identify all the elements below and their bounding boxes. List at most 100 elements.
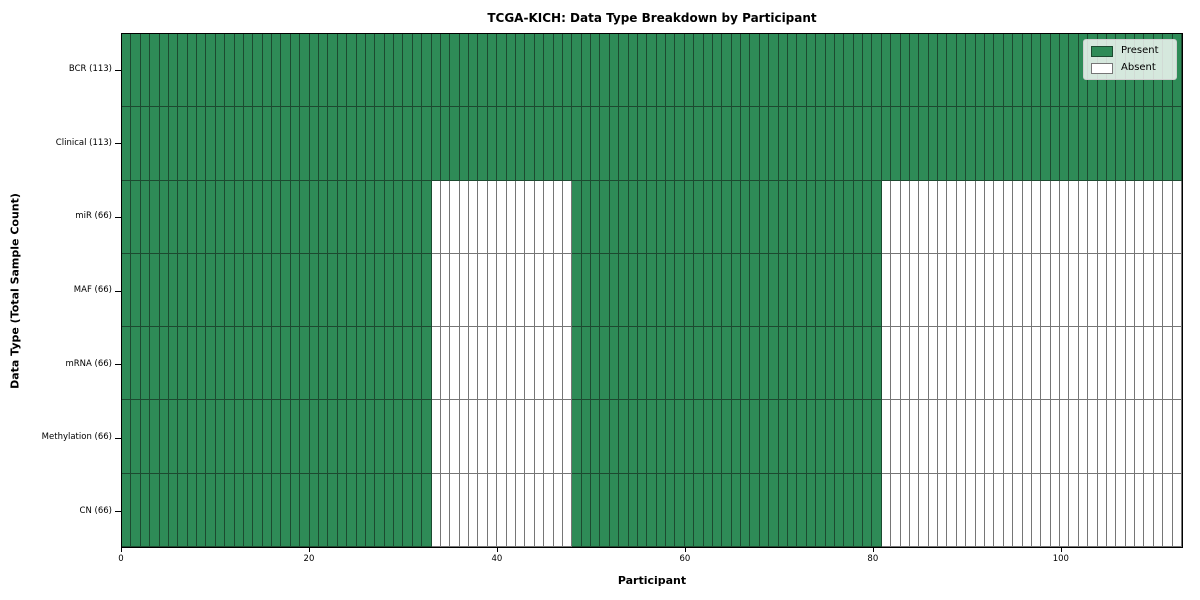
- heatmap-cell: [947, 34, 957, 108]
- heatmap-cell: [947, 400, 957, 474]
- heatmap-cell: [834, 327, 845, 401]
- heatmap-cell: [525, 180, 535, 254]
- heatmap-cell: [450, 34, 460, 108]
- heatmap-cell: [431, 327, 441, 401]
- heatmap-cell: [412, 107, 423, 181]
- heatmap-cell: [412, 34, 423, 108]
- heatmap-cell: [459, 34, 470, 108]
- heatmap-cell: [909, 327, 920, 401]
- heatmap-cell: [581, 473, 592, 547]
- heatmap-cell: [440, 180, 451, 254]
- heatmap-cell: [759, 253, 770, 328]
- heatmap-cell: [675, 107, 685, 181]
- heatmap-cell: [1135, 327, 1145, 401]
- heatmap-cell: [938, 34, 948, 108]
- heatmap-cell: [356, 253, 366, 328]
- heatmap-cell: [591, 107, 601, 181]
- legend: Present Absent: [1083, 39, 1177, 80]
- heatmap-cell: [150, 473, 160, 547]
- heatmap-cell: [656, 400, 667, 474]
- heatmap-cell: [178, 180, 188, 254]
- heatmap-cell: [394, 473, 404, 547]
- heatmap-cell: [197, 400, 207, 474]
- heatmap-cell: [206, 473, 216, 547]
- heatmap-cell: [1088, 253, 1098, 328]
- heatmap-cell: [309, 400, 319, 474]
- heatmap-cell: [450, 107, 460, 181]
- heatmap-cell: [300, 473, 310, 547]
- heatmap-cell: [581, 107, 592, 181]
- heatmap-cell: [525, 327, 535, 401]
- heatmap-cell: [788, 253, 798, 328]
- heatmap-cell: [300, 180, 310, 254]
- heatmap-cell: [1097, 253, 1107, 328]
- heatmap-cell: [722, 107, 732, 181]
- heatmap-cell: [1041, 34, 1051, 108]
- heatmap-cell: [1078, 107, 1089, 181]
- heatmap-cell: [609, 327, 620, 401]
- heatmap-cell: [487, 327, 498, 401]
- heatmap-cell: [1060, 253, 1070, 328]
- heatmap-cell: [591, 473, 601, 547]
- heatmap-cell: [975, 473, 985, 547]
- heatmap-cell: [1041, 400, 1051, 474]
- heatmap-cell: [1013, 327, 1023, 401]
- heatmap-cell: [741, 180, 751, 254]
- heatmap-cell: [225, 473, 235, 547]
- heatmap-cell: [187, 107, 198, 181]
- heatmap-cell: [122, 253, 132, 328]
- heatmap-cell: [347, 473, 357, 547]
- x-tick-label: 0: [118, 554, 124, 564]
- heatmap-cell: [1013, 34, 1023, 108]
- heatmap-cell: [591, 400, 601, 474]
- heatmap-cell: [1050, 180, 1061, 254]
- heatmap-cell: [759, 107, 770, 181]
- x-tick-label: 100: [1052, 554, 1069, 564]
- heatmap-cell: [1153, 253, 1164, 328]
- heatmap-cell: [1050, 107, 1061, 181]
- heatmap-cell: [459, 107, 470, 181]
- heatmap-cell: [975, 107, 985, 181]
- heatmap-cell: [881, 327, 892, 401]
- heatmap-cell: [759, 34, 770, 108]
- heatmap-cell: [544, 400, 554, 474]
- heatmap-cell: [168, 34, 179, 108]
- heatmap-cell: [178, 107, 188, 181]
- heatmap-cell: [956, 400, 967, 474]
- heatmap-cell: [788, 327, 798, 401]
- heatmap-cell: [572, 34, 582, 108]
- heatmap-cell: [731, 107, 742, 181]
- heatmap-cell: [215, 180, 226, 254]
- heatmap-cell: [243, 253, 254, 328]
- heatmap-cell: [572, 473, 582, 547]
- heatmap-cell: [853, 180, 864, 254]
- heatmap-cell: [1144, 473, 1154, 547]
- heatmap-cell: [253, 34, 263, 108]
- heatmap-cell: [1163, 473, 1173, 547]
- heatmap-cell: [656, 473, 667, 547]
- y-tick-mark: [115, 290, 121, 292]
- heatmap-cell: [872, 34, 882, 108]
- heatmap-cell: [347, 180, 357, 254]
- heatmap-cell: [938, 180, 948, 254]
- x-tick-label: 20: [303, 554, 315, 564]
- heatmap-cell: [234, 327, 244, 401]
- heatmap-cell: [1088, 180, 1098, 254]
- heatmap-cell: [769, 180, 779, 254]
- heatmap-cell: [272, 107, 282, 181]
- heatmap-cell: [328, 327, 338, 401]
- heatmap-cell: [919, 253, 929, 328]
- heatmap-cell: [694, 107, 704, 181]
- heatmap-cell: [562, 253, 573, 328]
- heatmap-cell: [778, 34, 789, 108]
- heatmap-cell: [337, 400, 348, 474]
- heatmap-cell: [309, 327, 319, 401]
- heatmap-cell: [966, 327, 976, 401]
- y-tick-mark: [115, 216, 121, 218]
- heatmap-cell: [619, 473, 629, 547]
- heatmap-cell: [1172, 473, 1182, 547]
- heatmap-cell: [1050, 253, 1061, 328]
- heatmap-cell: [431, 34, 441, 108]
- heatmap-cell: [281, 180, 291, 254]
- heatmap-cell: [909, 253, 920, 328]
